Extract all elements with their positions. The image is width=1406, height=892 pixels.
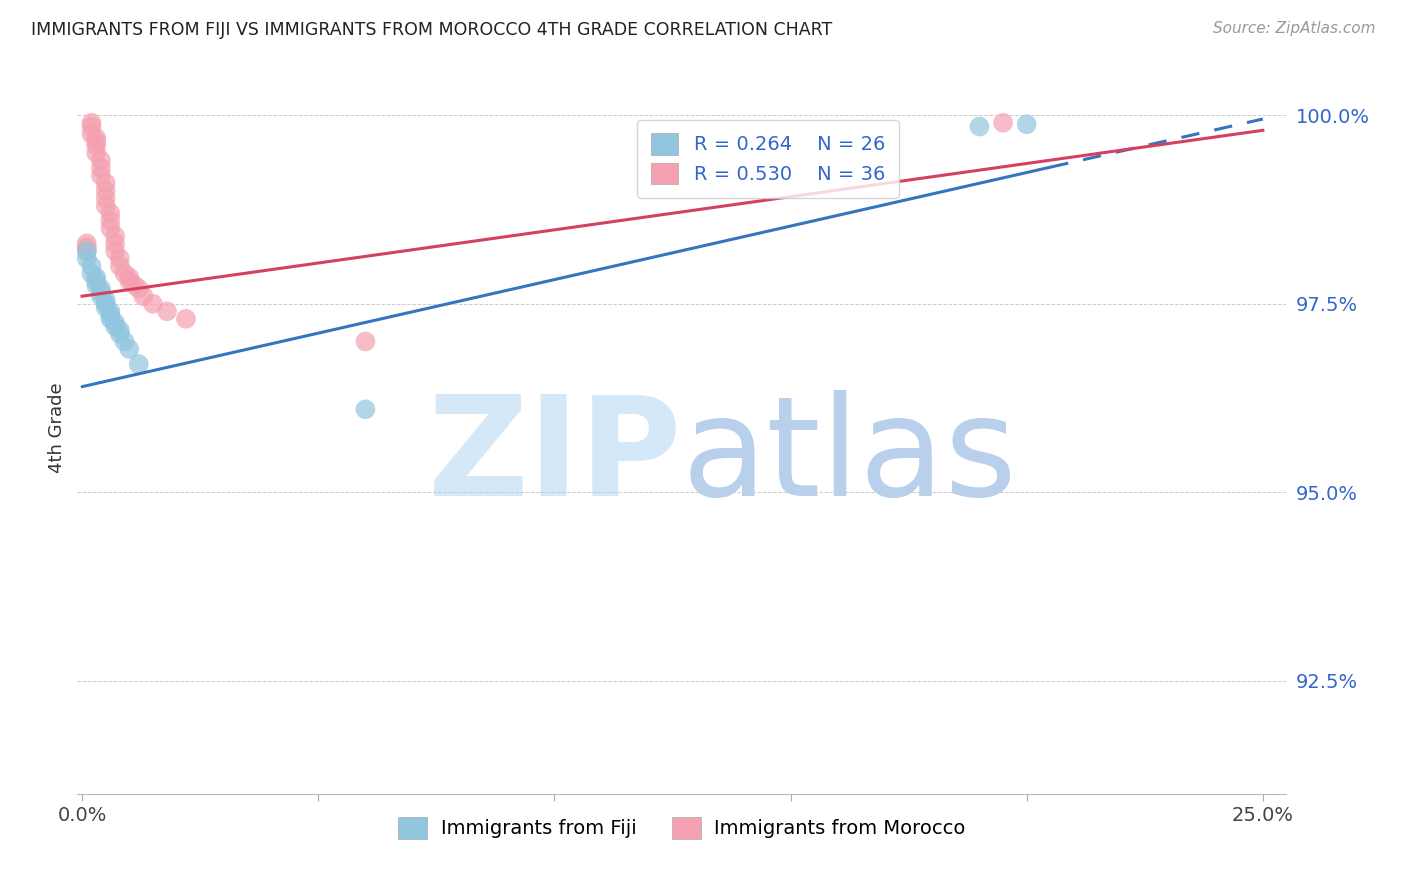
Point <box>84 131 107 145</box>
Point <box>84 135 107 149</box>
Point <box>90 153 112 168</box>
Point <box>108 326 131 341</box>
Point <box>114 334 136 349</box>
Point <box>132 289 155 303</box>
Point <box>114 267 136 281</box>
Point <box>354 402 377 417</box>
Point <box>142 297 165 311</box>
Point <box>100 214 122 228</box>
Point <box>76 244 98 258</box>
Point <box>76 252 98 266</box>
Point <box>118 270 141 285</box>
Point <box>94 293 117 307</box>
Point <box>104 316 127 330</box>
Point <box>80 259 103 273</box>
Point <box>76 244 98 258</box>
Point <box>76 236 98 251</box>
Text: IMMIGRANTS FROM FIJI VS IMMIGRANTS FROM MOROCCO 4TH GRADE CORRELATION CHART: IMMIGRANTS FROM FIJI VS IMMIGRANTS FROM … <box>31 21 832 38</box>
Point <box>90 285 112 300</box>
Point <box>1015 117 1038 131</box>
Point <box>354 334 377 349</box>
Legend: Immigrants from Fiji, Immigrants from Morocco: Immigrants from Fiji, Immigrants from Mo… <box>391 810 973 847</box>
Point <box>90 169 112 183</box>
Point <box>84 138 107 153</box>
Point <box>108 323 131 337</box>
Point <box>118 342 141 356</box>
Point <box>969 120 991 134</box>
Point <box>90 161 112 175</box>
Point <box>84 274 107 288</box>
Point <box>100 304 122 318</box>
Point <box>76 240 98 254</box>
Point <box>94 297 117 311</box>
Point <box>84 145 107 160</box>
Point <box>80 127 103 141</box>
Text: Source: ZipAtlas.com: Source: ZipAtlas.com <box>1212 21 1375 36</box>
Point <box>118 274 141 288</box>
Point <box>94 301 117 315</box>
Point <box>94 176 117 190</box>
Point <box>84 270 107 285</box>
Point <box>80 116 103 130</box>
Point <box>84 277 107 292</box>
Point <box>128 282 150 296</box>
Point <box>156 304 179 318</box>
Point <box>104 244 127 258</box>
Point <box>104 228 127 243</box>
Point <box>122 277 145 292</box>
Point <box>100 311 122 326</box>
Point <box>108 252 131 266</box>
Point <box>100 206 122 220</box>
Point <box>100 308 122 322</box>
Point <box>80 267 103 281</box>
Point <box>104 236 127 251</box>
Point <box>128 357 150 371</box>
Point <box>90 289 112 303</box>
Point <box>90 282 112 296</box>
Point <box>104 319 127 334</box>
Point <box>100 221 122 235</box>
Text: atlas: atlas <box>682 390 1018 524</box>
Y-axis label: 4th Grade: 4th Grade <box>48 383 66 474</box>
Point <box>80 120 103 134</box>
Point <box>108 259 131 273</box>
Point <box>94 191 117 205</box>
Point <box>991 116 1014 130</box>
Point <box>94 184 117 198</box>
Point <box>94 199 117 213</box>
Text: ZIP: ZIP <box>427 390 682 524</box>
Point <box>174 311 197 326</box>
